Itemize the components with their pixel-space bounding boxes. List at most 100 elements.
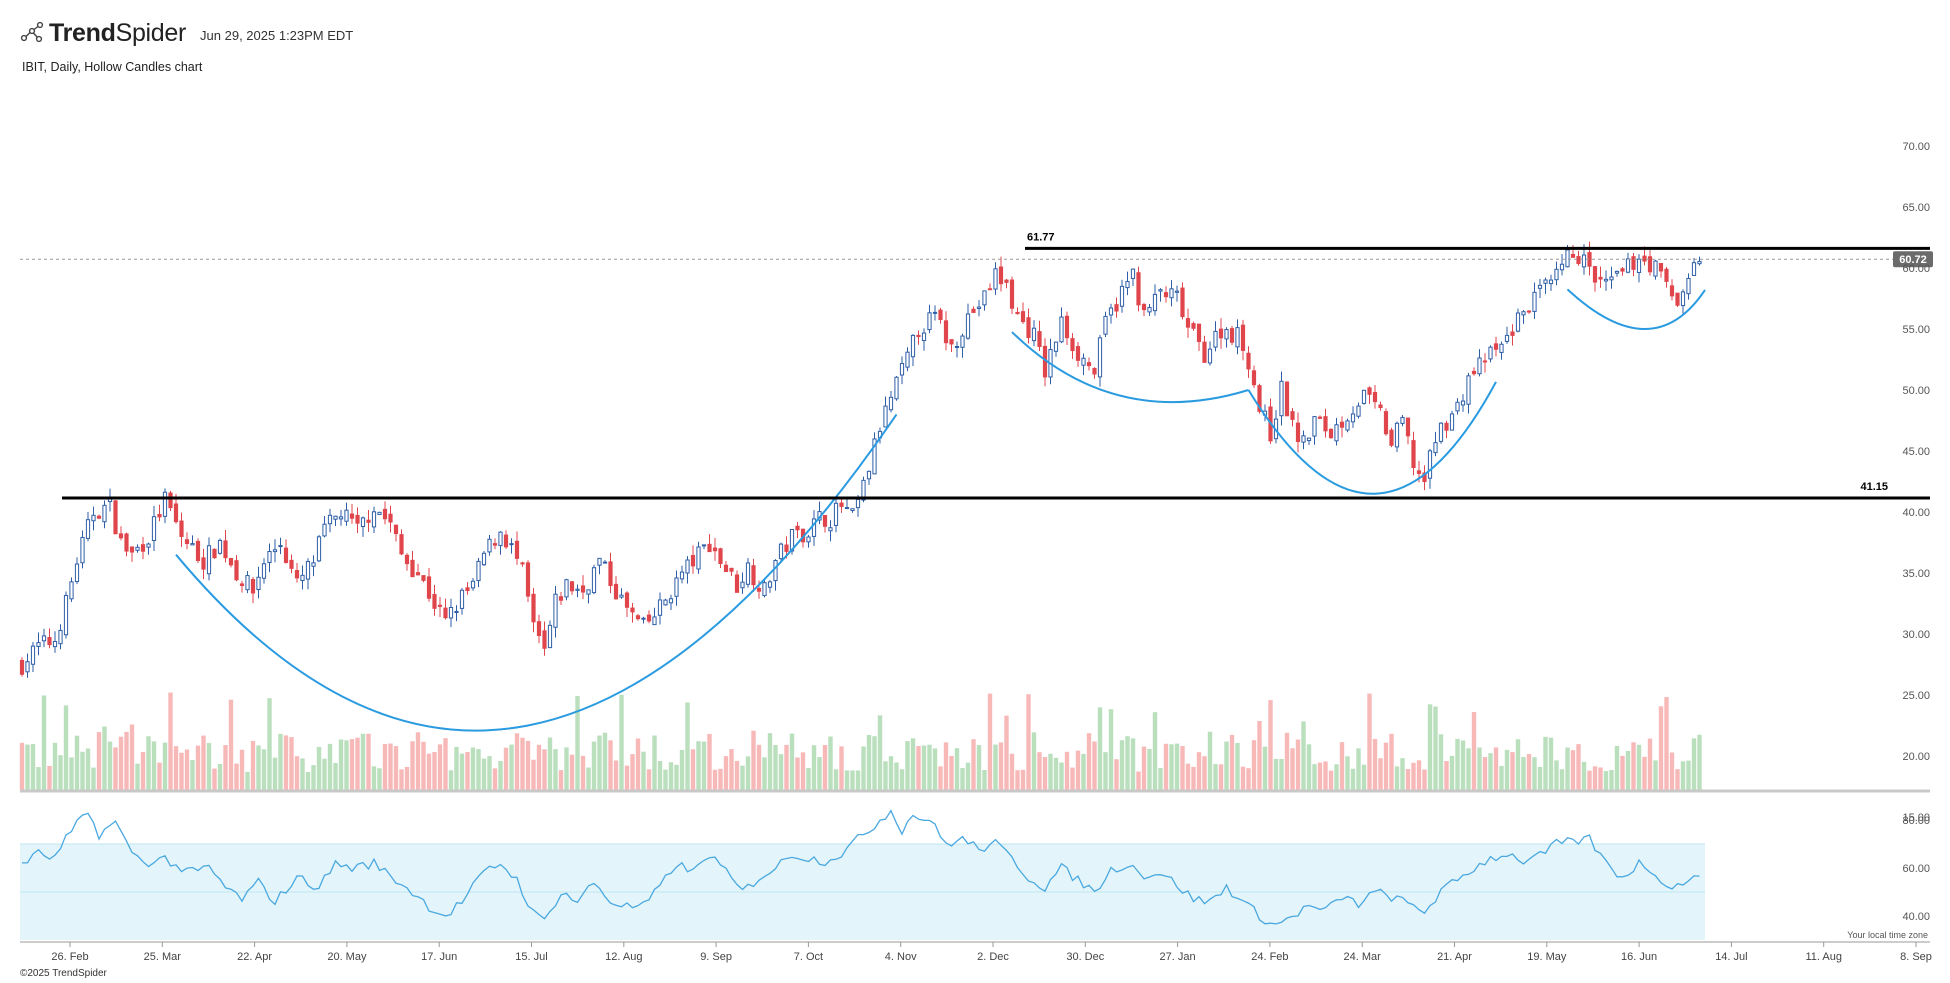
candle bbox=[217, 539, 223, 554]
volume-bar bbox=[591, 741, 597, 790]
candle bbox=[1174, 290, 1180, 293]
candle bbox=[1559, 263, 1565, 271]
candle bbox=[575, 588, 580, 591]
candle bbox=[751, 565, 756, 586]
candle bbox=[1680, 291, 1686, 307]
volume-bar bbox=[894, 762, 899, 790]
candle bbox=[272, 549, 278, 553]
volume-bar bbox=[663, 769, 668, 790]
volume-bar bbox=[1394, 766, 1400, 790]
candle bbox=[1642, 255, 1647, 262]
volume-bar bbox=[1323, 761, 1328, 790]
candle bbox=[1372, 392, 1378, 403]
candle bbox=[679, 571, 685, 580]
volume-bar bbox=[498, 761, 503, 790]
volume-bar bbox=[1229, 734, 1235, 790]
candle bbox=[393, 524, 399, 535]
candle bbox=[1647, 256, 1653, 273]
candle bbox=[1251, 370, 1257, 386]
volume-bar bbox=[63, 705, 69, 790]
volume-bar bbox=[91, 767, 96, 790]
chart-subtitle: IBIT, Daily, Hollow Candles chart bbox=[22, 60, 203, 74]
candle bbox=[1614, 270, 1620, 274]
volume-bar bbox=[976, 745, 982, 790]
volume-bar bbox=[998, 742, 1004, 790]
volume-bar bbox=[1603, 771, 1609, 790]
volume-bar bbox=[195, 745, 201, 790]
volume-bar bbox=[470, 747, 476, 790]
volume-bar bbox=[635, 738, 641, 790]
volume-bar bbox=[437, 744, 443, 790]
candle bbox=[1389, 429, 1394, 446]
x-axis-label: 2. Dec bbox=[977, 951, 1009, 963]
candle bbox=[657, 599, 663, 616]
candle bbox=[1290, 411, 1295, 420]
candle bbox=[25, 661, 30, 673]
candle bbox=[1306, 437, 1312, 442]
volume-bar bbox=[1207, 731, 1213, 790]
candle bbox=[866, 470, 872, 480]
candle bbox=[476, 560, 481, 582]
volume-bar bbox=[1625, 751, 1631, 790]
volume-bar bbox=[1576, 744, 1581, 790]
volume-bar bbox=[745, 756, 751, 790]
volume-bar bbox=[1119, 740, 1125, 790]
volume-bar bbox=[701, 741, 707, 790]
volume-bar bbox=[162, 742, 168, 790]
candle bbox=[1543, 279, 1548, 284]
candle bbox=[1257, 385, 1262, 412]
x-axis-label: 17. Jun bbox=[421, 951, 457, 963]
volume-bar bbox=[1493, 747, 1499, 790]
candle bbox=[641, 617, 646, 620]
volume-bar bbox=[1075, 750, 1081, 790]
volume-bar bbox=[1449, 755, 1455, 790]
resistance-label: 61.77 bbox=[1027, 231, 1055, 243]
volume-bar bbox=[300, 758, 305, 790]
x-axis-label: 8. Sep bbox=[1900, 951, 1932, 963]
candle bbox=[234, 560, 239, 581]
volume-bar bbox=[58, 755, 63, 790]
candle bbox=[1075, 346, 1081, 361]
candle bbox=[525, 562, 531, 597]
volume-bar bbox=[1251, 740, 1257, 790]
volume-bar bbox=[476, 749, 481, 790]
volume-bar bbox=[151, 741, 157, 790]
volume-bar bbox=[146, 736, 151, 790]
volume-bar bbox=[1070, 767, 1075, 790]
candle bbox=[454, 610, 459, 613]
candle bbox=[333, 515, 338, 520]
volume-bar bbox=[905, 741, 910, 790]
volume-bar bbox=[806, 767, 811, 790]
volume-bar bbox=[421, 741, 426, 790]
candle bbox=[360, 517, 366, 528]
volume-bar bbox=[1147, 748, 1152, 790]
volume-bar bbox=[393, 746, 399, 790]
candle bbox=[784, 544, 789, 552]
candle bbox=[872, 438, 877, 475]
candle bbox=[1224, 329, 1229, 340]
volume-bar bbox=[377, 768, 382, 790]
volume-bar bbox=[943, 742, 949, 790]
volume-bar bbox=[1235, 743, 1240, 790]
candle bbox=[1658, 262, 1664, 272]
candle bbox=[344, 509, 349, 522]
candle bbox=[949, 339, 954, 345]
volume-bar bbox=[245, 771, 250, 790]
volume-bar bbox=[1361, 764, 1367, 790]
volume-bar bbox=[1108, 709, 1114, 790]
volume-bar bbox=[1020, 769, 1026, 790]
volume-bar bbox=[569, 754, 575, 790]
candle bbox=[267, 550, 272, 563]
volume-bar bbox=[1477, 747, 1482, 790]
volume-bar bbox=[679, 749, 685, 790]
candle bbox=[498, 531, 503, 547]
volume-bar bbox=[1669, 752, 1675, 790]
volume-bar bbox=[1411, 762, 1416, 790]
volume-bar bbox=[410, 741, 415, 790]
volume-bar bbox=[426, 753, 432, 790]
candle bbox=[833, 502, 839, 526]
candle bbox=[1235, 327, 1240, 348]
volume-bar bbox=[1444, 761, 1449, 790]
volume-bar bbox=[487, 756, 492, 790]
